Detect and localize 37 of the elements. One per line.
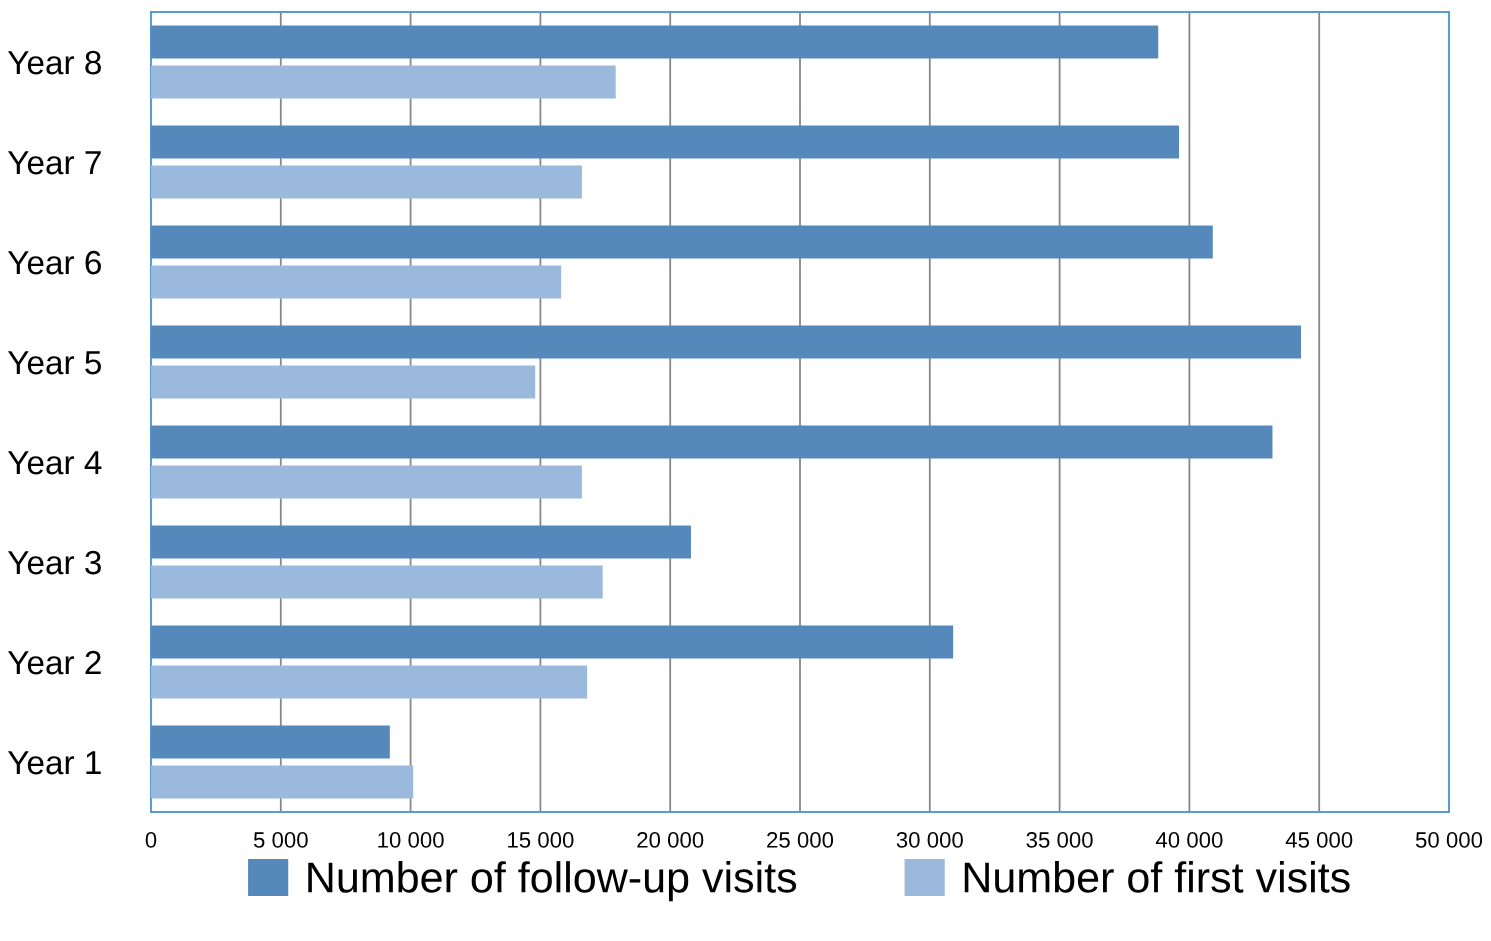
x-tick-label: 35 000 xyxy=(1026,832,1093,848)
bar xyxy=(151,25,1159,59)
bar xyxy=(151,165,582,199)
legend-label: Number of follow-up visits xyxy=(308,861,797,902)
bar xyxy=(151,565,603,599)
bar xyxy=(151,665,588,699)
x-tick-label: 25 000 xyxy=(767,832,834,848)
bar xyxy=(151,225,1213,259)
bar xyxy=(151,465,582,499)
x-tick-label: 50 000 xyxy=(1415,832,1483,848)
bar xyxy=(151,525,691,559)
x-tick-label: 20 000 xyxy=(637,832,704,848)
y-tick-label: Year 8 xyxy=(7,50,101,75)
x-tick-label: 40 000 xyxy=(1155,832,1223,848)
bar xyxy=(151,365,536,399)
x-tick-label: 30 000 xyxy=(896,832,963,848)
bar xyxy=(151,265,562,299)
y-tick-label: Year 1 xyxy=(7,751,101,775)
x-tick-label: 0 xyxy=(145,832,157,848)
bar xyxy=(151,765,414,799)
y-tick-label: Year 6 xyxy=(7,250,101,275)
y-tick-label: Year 4 xyxy=(7,451,102,475)
bar xyxy=(151,725,390,759)
bar xyxy=(151,125,1180,159)
x-tick-label: 5 000 xyxy=(253,832,308,848)
bar xyxy=(151,65,616,99)
bar xyxy=(151,425,1273,459)
bar xyxy=(151,325,1302,359)
x-tick-label: 15 000 xyxy=(508,832,574,848)
y-tick-label: Year 2 xyxy=(7,650,101,675)
x-tick-label: 45 000 xyxy=(1285,832,1353,848)
y-tick-label: Year 7 xyxy=(7,151,101,175)
x-tick-label: 10 000 xyxy=(378,832,444,848)
y-tick-label: Year 3 xyxy=(7,550,101,575)
legend-label: Number of first visits xyxy=(964,861,1350,893)
bar xyxy=(151,625,954,659)
y-tick-label: Year 5 xyxy=(7,351,101,375)
